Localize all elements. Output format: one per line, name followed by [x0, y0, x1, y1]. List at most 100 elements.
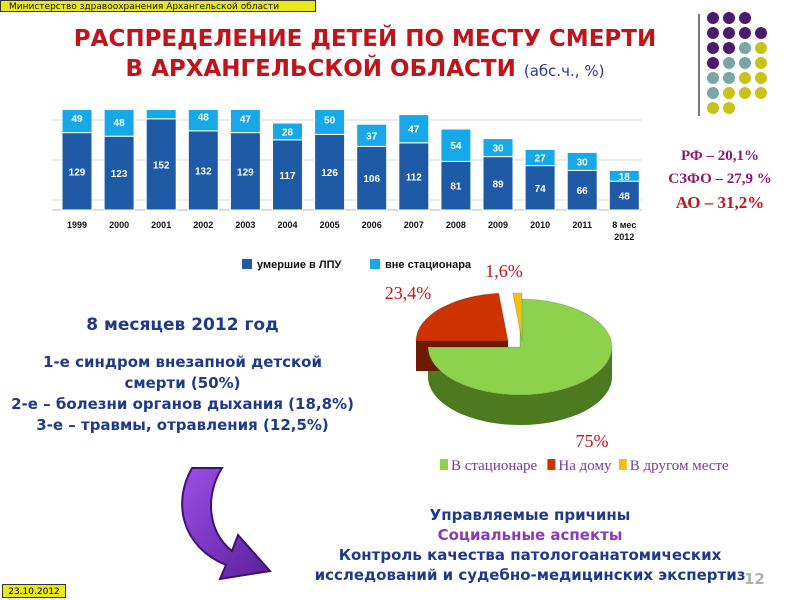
decorative-dot — [739, 87, 751, 99]
bar-outside — [61, 110, 93, 134]
decorative-dot — [723, 42, 735, 54]
decorative-dot — [755, 27, 767, 39]
legend-label-lpu: умершие в ЛПУ — [257, 259, 341, 271]
data-label-lpu: 152 — [153, 160, 170, 171]
stat-ao: АО – 31,2% — [675, 193, 765, 212]
category-label: 2010 — [530, 220, 550, 230]
data-label-outside: 48 — [114, 118, 126, 129]
category-label: 8 мес — [612, 220, 636, 230]
data-label-lpu: 129 — [69, 167, 86, 178]
decorative-dot — [707, 27, 719, 39]
pie-legend-label: На дому — [558, 458, 612, 474]
bar-outside — [566, 151, 598, 171]
category-label: 2012 — [614, 232, 634, 242]
category-label: 2007 — [404, 220, 424, 230]
decorative-dot — [707, 72, 719, 84]
data-label-lpu: 89 — [492, 179, 504, 190]
bar-lpu — [187, 130, 219, 211]
decorative-dot — [739, 27, 751, 39]
bar-outside — [229, 110, 261, 134]
decorative-dot — [707, 42, 719, 54]
decorative-dot — [707, 87, 719, 99]
data-label-lpu: 74 — [535, 184, 547, 195]
category-label: 2006 — [362, 220, 382, 230]
bar-outside — [103, 110, 135, 137]
decorative-dot-grid — [707, 12, 767, 114]
title-line-1: РАСПРЕДЕЛЕНИЕ ДЕТЕЙ ПО МЕСТУ СМЕРТИ — [73, 26, 657, 52]
bar-lpu — [608, 180, 640, 211]
data-label-outside: 37 — [366, 131, 378, 142]
pie-legend-label: В стационаре — [451, 458, 538, 474]
category-label: 2009 — [488, 220, 508, 230]
data-label-lpu: 117 — [279, 171, 296, 182]
cause-2: 2-е – болезни органов дыхания (18,8%) — [11, 395, 354, 413]
stats-block: РФ – 20,1% СЗФО – 27,9 % АО – 31,2% — [640, 144, 800, 216]
curved-arrow-icon — [181, 467, 272, 581]
stat-szfo: СЗФО – 27,9 % — [668, 171, 772, 187]
decorative-dot — [739, 12, 751, 24]
pie-slice — [512, 292, 523, 342]
ministry-label: Министерство здравоохранения Архангельск… — [0, 0, 316, 12]
data-label-lpu: 81 — [450, 182, 462, 193]
data-label-lpu: 106 — [363, 174, 380, 185]
date-label: 23.10.2012 — [2, 584, 66, 598]
cause-1: 1-е синдром внезапной детской смерти (50… — [43, 353, 322, 392]
bar-outside — [187, 110, 219, 132]
stat-rf: РФ – 20,1% — [680, 148, 760, 164]
category-label: 2005 — [320, 220, 340, 230]
decorative-dot — [755, 87, 767, 99]
decorative-dot — [739, 57, 751, 69]
bar-chart: 129 49 1999 123 48 2000 152 54 2001 132 48 2002 129 4… — [52, 110, 642, 271]
title-line-2-text: В АРХАНГЕЛЬСКОЙ ОБЛАСТИ — [125, 56, 516, 82]
decorative-dot — [707, 57, 719, 69]
bar-outside — [524, 148, 556, 167]
social-aspects: Социальные аспекты — [437, 526, 623, 544]
data-label-lpu: 123 — [111, 169, 128, 180]
pie-value-label: 1,6% — [485, 261, 523, 281]
bar-outside — [482, 138, 514, 158]
decorative-dot — [723, 27, 735, 39]
managed-causes: Управляемые причины — [429, 506, 631, 524]
data-label-outside: 50 — [324, 115, 336, 126]
pie-chart: 75% 23,4% 1,6% В стационаре На дому В другом … — [385, 261, 729, 474]
decorative-dot — [723, 72, 735, 84]
bar-outside — [272, 122, 303, 141]
info-block: 8 месяцев 2012 год 1-е синдром внезапной… — [10, 312, 355, 436]
bar-lpu — [440, 160, 472, 211]
decorative-dot — [723, 57, 735, 69]
bar-lpu — [356, 145, 388, 211]
bar-lpu — [145, 118, 177, 211]
data-label-outside: 30 — [492, 144, 504, 155]
legend-label-outside: вне стационара — [385, 259, 472, 271]
category-label: 2003 — [235, 220, 255, 230]
bar-outside — [608, 169, 640, 182]
pie-slice-side — [428, 347, 612, 425]
page-number: 12 — [744, 570, 765, 588]
pie-value-label: 75% — [576, 431, 609, 451]
bar-lpu — [398, 142, 430, 211]
data-label-lpu: 48 — [619, 192, 631, 203]
data-label-outside: 47 — [408, 125, 420, 136]
bar-outside — [356, 123, 388, 147]
data-label-lpu: 132 — [195, 166, 212, 177]
title-units: (абс.ч., %) — [523, 62, 605, 80]
bar-outside — [398, 114, 430, 144]
category-label: 2011 — [572, 220, 592, 230]
pie-slice — [427, 298, 613, 396]
bar-outside — [440, 128, 472, 162]
decorative-dot — [739, 42, 751, 54]
decorative-dot — [755, 42, 767, 54]
period-heading: 8 месяцев 2012 год — [86, 315, 279, 335]
category-label: 2000 — [109, 220, 129, 230]
decorative-dot — [723, 102, 735, 114]
pie-slice — [415, 292, 509, 342]
decorative-dot — [739, 72, 751, 84]
data-label-outside: 30 — [577, 157, 589, 168]
data-label-outside: 48 — [198, 112, 210, 123]
pie-legend-swatch — [618, 459, 627, 470]
data-label-outside: 47 — [240, 115, 252, 126]
category-label: 2008 — [446, 220, 466, 230]
data-label-lpu: 66 — [577, 186, 589, 197]
legend-swatch-lpu — [242, 259, 252, 269]
bottom-block: Управляемые причины Социальные аспекты К… — [290, 505, 770, 585]
